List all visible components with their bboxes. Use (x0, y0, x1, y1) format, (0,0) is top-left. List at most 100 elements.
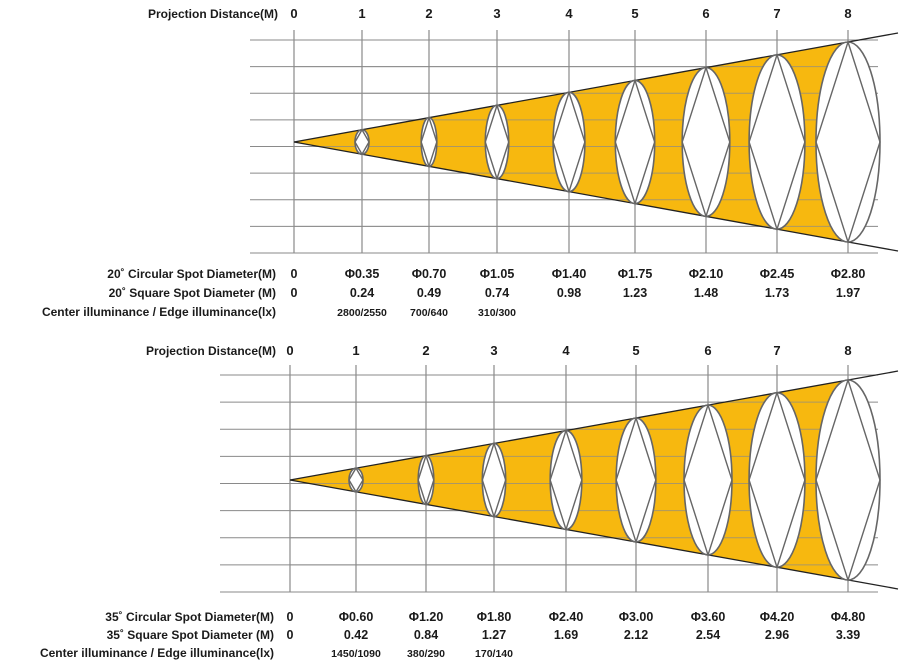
square-spot-diameter-value: 0.74 (485, 286, 509, 300)
square-spot (815, 377, 881, 583)
beam-edge-top (293, 32, 899, 143)
circular-spot-diameter-value: Φ2.80 (831, 267, 866, 281)
circular-spot-diameter-value: Φ4.80 (831, 610, 866, 624)
circular-spot (420, 116, 438, 168)
distance-tick-label: 8 (844, 343, 851, 358)
illuminance-label: Center illuminance / Edge illuminance(lx… (42, 305, 276, 319)
circular-spot (348, 467, 364, 493)
circular-spot-diameter-value: Φ0.70 (412, 267, 447, 281)
projection-distance-label: Projection Distance(M) (146, 344, 276, 358)
square-spot (615, 415, 657, 545)
distance-tick-label: 0 (286, 343, 293, 358)
square-spot (614, 78, 656, 206)
square-spot (683, 402, 733, 558)
square-spot-diameter-label: 35˚ Square Spot Diameter (M) (107, 628, 274, 642)
circular-spot-diameter-value: Φ0.60 (339, 610, 374, 624)
circular-spot-diameter-value: Φ2.10 (689, 267, 724, 281)
square-spot (748, 390, 806, 570)
square-spot-diameter-value: 0 (287, 628, 294, 642)
square-spot-diameter-value: 1.73 (765, 286, 789, 300)
beam-edge-bottom (293, 141, 899, 252)
distance-tick-label: 1 (352, 343, 359, 358)
square-spot (348, 466, 364, 494)
circular-spot (681, 66, 731, 218)
circular-spot-diameter-value: Φ0.35 (345, 267, 380, 281)
illuminance-value: 1450/1090 (331, 648, 381, 660)
distance-tick-label: 5 (631, 6, 638, 21)
square-spot (417, 453, 435, 507)
square-spot (354, 128, 370, 156)
distance-tick-label: 1 (358, 6, 365, 21)
circular-spot (552, 91, 586, 193)
circular-spot (484, 104, 510, 180)
square-spot-diameter-value: 1.97 (836, 286, 860, 300)
square-spot (681, 65, 731, 219)
circular-spot (748, 391, 806, 569)
square-spot-diameter-value: 2.96 (765, 628, 789, 642)
circular-spot-diameter-value: Φ2.40 (549, 610, 584, 624)
circular-spot-diameter-label: 20˚ Circular Spot Diameter(M) (107, 267, 276, 281)
square-spot-diameter-value: 2.12 (624, 628, 648, 642)
beam-diagram-35-degree: Projection Distance(M) 0 1 2 3 4 5 6 7 8 35˚ Circu… (40, 343, 899, 660)
circular-spot (748, 54, 806, 230)
circular-spot-diameter-value: 0 (287, 610, 294, 624)
square-spot (549, 428, 583, 532)
distance-tick-label: 7 (773, 343, 780, 358)
square-spot-diameter-label: 20˚ Square Spot Diameter (M) (109, 286, 276, 300)
square-spot-diameter-value: 0.42 (344, 628, 368, 642)
spot-shapes (354, 39, 881, 245)
circular-spot (683, 404, 733, 556)
circular-spot-diameter-value: Φ3.60 (691, 610, 726, 624)
square-spot-diameter-value: 1.69 (554, 628, 578, 642)
circular-spot (354, 128, 370, 156)
circular-spot-diameter-value: Φ1.80 (477, 610, 512, 624)
circular-spot-diameter-label: 35˚ Circular Spot Diameter(M) (105, 610, 274, 624)
distance-tick-label: 2 (422, 343, 429, 358)
square-spot (748, 52, 806, 232)
circular-spot (815, 41, 881, 243)
illuminance-value: 2800/2550 (337, 307, 387, 319)
distance-tick-label: 2 (425, 6, 432, 21)
beam-diagram-20-degree: Projection Distance(M) 0 1 2 3 4 5 6 7 8 20˚ Circu… (42, 6, 899, 319)
spot-shapes (348, 377, 881, 583)
illuminance-value: 310/300 (478, 307, 516, 319)
square-spot-diameter-value: 2.54 (696, 628, 720, 642)
distance-tick-label: 7 (773, 6, 780, 21)
square-spot-diameter-value: 1.27 (482, 628, 506, 642)
square-spot-diameter-value: 0.84 (414, 628, 438, 642)
square-spot-diameter-value: 0.24 (350, 286, 374, 300)
circular-spot (417, 454, 435, 506)
circular-spot-diameter-value: Φ1.40 (552, 267, 587, 281)
illuminance-value: 700/640 (410, 307, 448, 319)
distance-tick-label: 0 (290, 6, 297, 21)
distance-tick-label: 8 (844, 6, 851, 21)
circular-spot-diameter-value: Φ3.00 (619, 610, 654, 624)
square-spot-diameter-value: 3.39 (836, 628, 860, 642)
circular-spot-diameter-value: Φ1.20 (409, 610, 444, 624)
distance-tick-label: 4 (562, 343, 570, 358)
circular-spot (549, 429, 583, 531)
beam-edge-top (289, 370, 899, 481)
square-spot (552, 90, 586, 194)
circular-spot-diameter-value: 0 (291, 267, 298, 281)
distance-tick-label: 3 (493, 6, 500, 21)
circular-spot (815, 379, 881, 581)
square-spot (815, 39, 881, 245)
square-spot-diameter-value: 0.49 (417, 286, 441, 300)
circular-spot (615, 417, 657, 543)
distance-tick-label: 4 (565, 6, 573, 21)
distance-tick-label: 6 (704, 343, 711, 358)
illuminance-value: 380/290 (407, 648, 445, 660)
distance-tick-label: 3 (490, 343, 497, 358)
square-spot (484, 103, 510, 181)
square-spot-diameter-value: 0.98 (557, 286, 581, 300)
square-spot-diameter-value: 1.23 (623, 286, 647, 300)
circular-spot (614, 79, 656, 205)
distance-tick-label: 6 (702, 6, 709, 21)
square-spot-diameter-value: 0 (291, 286, 298, 300)
projection-distance-label: Projection Distance(M) (148, 7, 278, 21)
square-spot-diameter-value: 1.48 (694, 286, 718, 300)
circular-spot (481, 442, 507, 518)
distance-tick-label: 5 (632, 343, 639, 358)
